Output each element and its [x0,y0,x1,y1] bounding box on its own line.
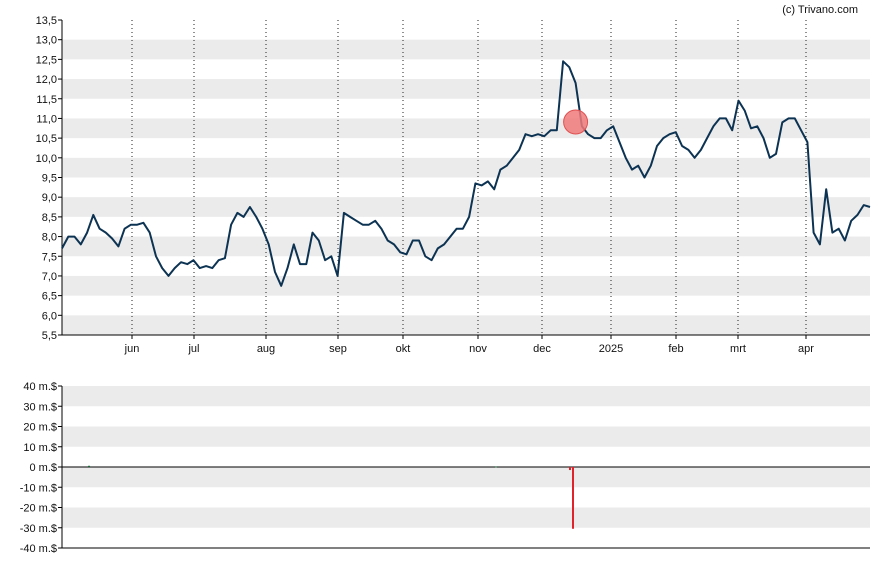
price-y-tick-label: 11,5 [36,94,57,106]
price-marker [563,109,589,135]
volume-y-tick-label: 10 m.$ [23,442,57,454]
volume-bars [88,465,574,529]
price-y-tick-label: 9,5 [42,173,57,185]
price-y-tick-label: 8,0 [42,232,57,244]
volume-y-tick-label: 0 m.$ [29,462,57,474]
price-bands [62,39,870,335]
volume-bar [495,466,497,468]
watermark: (c) Trivano.com [782,4,858,16]
price-y-tick-label: 12,0 [36,74,57,86]
price-band [62,118,870,139]
price-x-tick-label: jul [187,343,199,355]
volume-y-tick-label: 40 m.$ [23,381,57,393]
volume-band [62,507,870,528]
volume-bands [62,386,870,528]
volume-band [62,467,870,488]
price-y-tick-label: 5,5 [42,330,57,342]
price-panel: 5,5 6,0 6,5 7,0 7,5 8,0 8,5 9,0 9,5 10,0 10,5 11,0 1… [36,15,871,355]
volume-y-ticks: 40 m.$ 30 m.$ 20 m.$ 10 m.$ 0 m.$ -10 m.$ -20 … [20,381,62,555]
price-y-tick-label: 7,0 [42,271,57,283]
volume-bar [572,467,574,529]
price-month-gridlines [131,20,807,335]
price-band [62,157,870,178]
volume-y-tick-label: -30 m.$ [20,523,57,535]
price-line [61,60,871,287]
volume-band [62,386,870,407]
price-y-tick-label: 10,5 [36,133,57,145]
price-x-tick-label: apr [798,343,814,355]
price-x-tick-label: nov [469,343,487,355]
volume-y-tick-label: -40 m.$ [20,543,57,555]
price-x-tick-label: okt [396,343,411,355]
price-x-tick-label: jun [124,343,140,355]
price-y-tick-label: 11,0 [36,113,57,125]
price-y-tick-label: 8,5 [42,212,57,224]
price-band [62,315,870,335]
volume-band [62,426,870,447]
price-x-tick-label: feb [668,343,683,355]
price-band [62,39,870,60]
volume-y-tick-label: -10 m.$ [20,482,57,494]
price-y-tick-label: 13,5 [36,15,57,27]
price-x-tick-label: dec [533,343,551,355]
price-x-tick-label: aug [257,343,275,355]
price-band [62,275,870,296]
volume-bar [569,467,571,471]
price-y-tick-label: 6,5 [42,291,57,303]
price-y-tick-label: 6,0 [42,310,57,322]
price-band [62,79,870,99]
volume-panel: 40 m.$ 30 m.$ 20 m.$ 10 m.$ 0 m.$ -10 m.$ -20 … [20,381,870,555]
price-y-tick-label: 10,0 [36,153,57,165]
price-band [62,197,870,217]
price-y-tick-label: 9,0 [42,192,57,204]
price-x-tick-label: mrt [730,343,746,355]
price-y-tick-label: 13,0 [36,35,57,47]
price-x-ticks: jun jul aug sep okt nov dec 2025 feb mrt apr [124,335,814,355]
price-y-ticks: 5,5 6,0 6,5 7,0 7,5 8,0 8,5 9,0 9,5 10,0 10,5 11,0 1… [36,15,62,342]
volume-y-tick-label: 30 m.$ [23,401,57,413]
price-band [62,236,870,257]
price-y-tick-label: 7,5 [42,251,57,263]
price-y-tick-label: 12,5 [36,54,57,66]
volume-bar [88,465,90,467]
volume-y-tick-label: 20 m.$ [23,422,57,434]
price-x-tick-label: 2025 [599,343,623,355]
volume-y-tick-label: -20 m.$ [20,503,57,515]
price-x-tick-label: sep [329,343,347,355]
